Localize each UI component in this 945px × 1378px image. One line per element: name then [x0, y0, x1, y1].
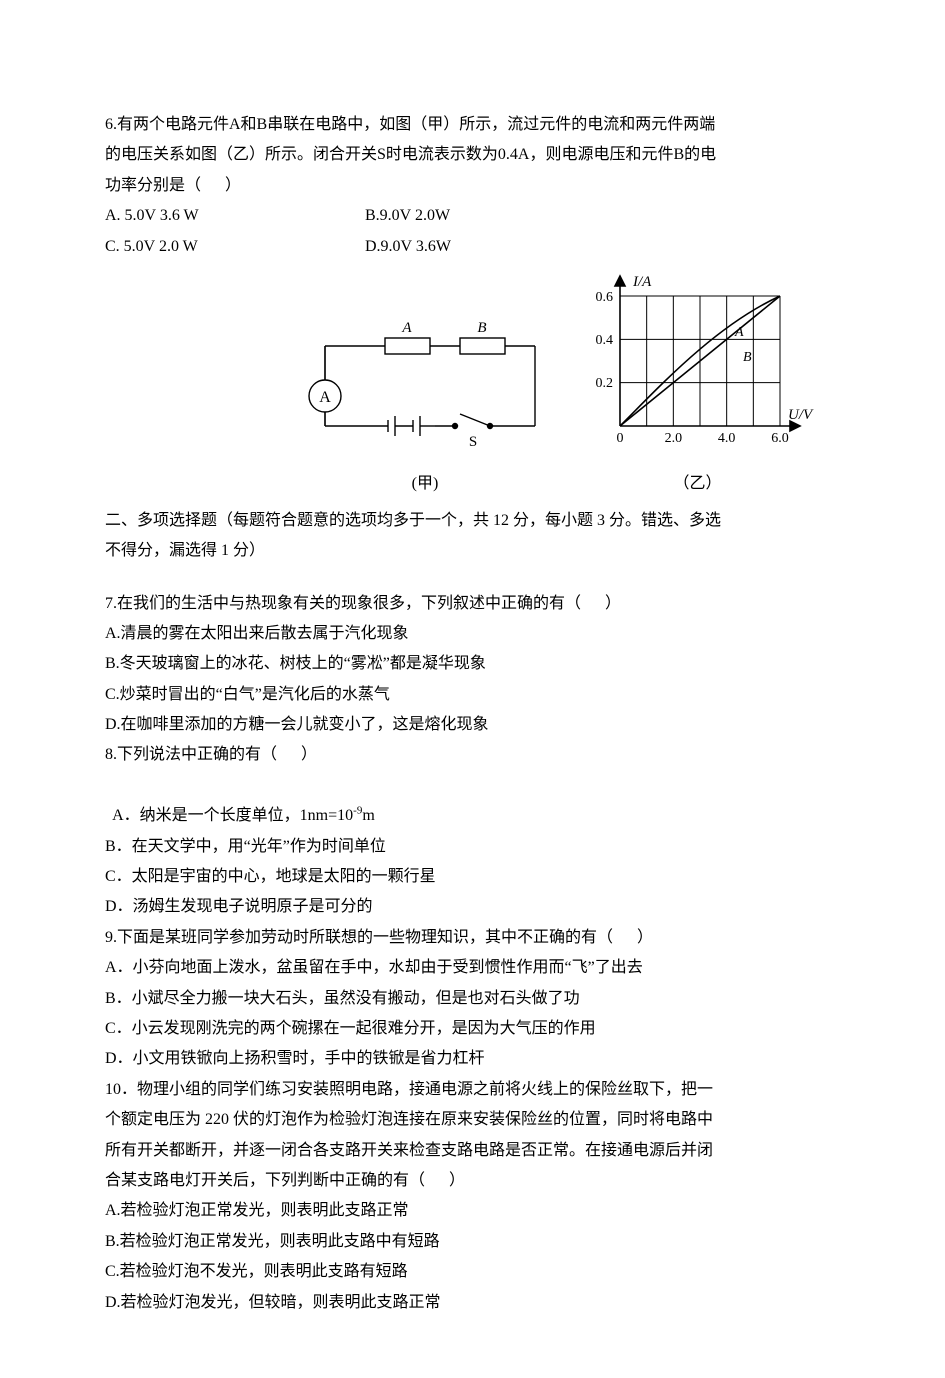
q10-stem-2: 个额定电压为 220 伏的灯泡作为检验灯泡连接在原来安装保险丝的位置，同时将电路… — [105, 1105, 855, 1135]
q7-stem: 7.在我们的生活中与热现象有关的现象很多，下列叙述中正确的有（ ） — [105, 589, 855, 619]
q6-stem-3: 功率分别是（ ） — [105, 171, 855, 201]
q7-opt-b: B.冬天玻璃窗上的冰花、树枝上的“雾凇”都是凝华现象 — [105, 649, 855, 679]
q6-opt-d: D.9.0V 3.6W — [365, 232, 451, 262]
q10-stem-4: 合某支路电灯开关后，下列判断中正确的有（ ） — [105, 1166, 855, 1196]
q8-opt-c: C．太阳是宇宙的中心，地球是太阳的一颗行星 — [105, 862, 855, 892]
ytick-0: 0.2 — [596, 376, 614, 391]
resistor-b-label: B — [477, 320, 486, 336]
curve-a-label: A — [734, 325, 744, 340]
q6-opt-c: C. 5.0V 2.0 W — [105, 232, 365, 262]
circuit-svg: A A B S — [295, 316, 555, 456]
switch-label: S — [469, 434, 477, 450]
q9-opt-c: C．小云发现刚洗完的两个碗摞在一起很难分开，是因为大气压的作用 — [105, 1014, 855, 1044]
q10-stem-3: 所有开关都断开，并逐一闭合各支路开关来检查支路电路是否正常。在接通电源后并闭 — [105, 1136, 855, 1166]
q8-opt-b: B．在天文学中，用“光年”作为时间单位 — [105, 832, 855, 862]
q8-opt-d: D．汤姆生发现电子说明原子是可分的 — [105, 892, 855, 922]
xtick-2: 4.0 — [718, 431, 736, 446]
q10-stem-1: 10．物理小组的同学们练习安装照明电路，接通电源之前将火线上的保险丝取下，把一 — [105, 1075, 855, 1105]
q9-opt-d: D．小文用铁锨向上扬积雪时，手中的铁锨是省力杠杆 — [105, 1044, 855, 1074]
q7-opt-a: A.清晨的雾在太阳出来后散去属于汽化现象 — [105, 619, 855, 649]
q10-opt-d: D.若检验灯泡发光，但较暗，则表明此支路正常 — [105, 1288, 855, 1318]
x-axis-label: U/V — [788, 407, 814, 423]
section2-heading-2: 不得分，漏选得 1 分） — [105, 536, 855, 566]
y-axis-label: I/A — [632, 274, 652, 290]
graph-svg: I/A U/V 0.2 0.4 0.6 0 2.0 4.0 6.0 A B — [575, 266, 820, 456]
ytick-1: 0.4 — [596, 333, 614, 348]
xtick-3: 6.0 — [771, 431, 789, 446]
q8-opt-a-post: m — [362, 807, 374, 824]
q6-figure-row: A A B S (甲) — [105, 266, 855, 500]
q9-stem: 9.下面是某班同学参加劳动时所联想的一些物理知识，其中不正确的有（ ） — [105, 923, 855, 953]
q6-options-row-1: A. 5.0V 3.6 W B.9.0V 2.0W — [105, 201, 855, 231]
graph-figure: I/A U/V 0.2 0.4 0.6 0 2.0 4.0 6.0 A B （乙… — [575, 266, 820, 500]
q10-opt-c: C.若检验灯泡不发光，则表明此支路有短路 — [105, 1257, 855, 1287]
xtick-0: 0 — [617, 431, 624, 446]
circuit-caption: (甲) — [295, 469, 555, 499]
q8-opt-a-pre: A．纳米是一个长度单位，1nm=10 — [112, 807, 353, 824]
q7-opt-c: C.炒菜时冒出的“白气”是汽化后的水蒸气 — [105, 680, 855, 710]
q6-opt-b: B.9.0V 2.0W — [365, 201, 450, 231]
q9-opt-a: A．小芬向地面上泼水，盆虽留在手中，水却由于受到惯性作用而“飞”了出去 — [105, 953, 855, 983]
graph-caption: （乙） — [575, 469, 820, 499]
xtick-1: 2.0 — [665, 431, 683, 446]
q10-opt-b: B.若检验灯泡正常发光，则表明此支路中有短路 — [105, 1227, 855, 1257]
spacer — [105, 567, 855, 589]
q7-opt-d: D.在咖啡里添加的方糖一会儿就变小了，这是熔化现象 — [105, 710, 855, 740]
resistor-a-label: A — [401, 320, 412, 336]
curve-b-label: B — [743, 350, 752, 365]
q8-opt-a: A．纳米是一个长度单位，1nm=10-9m — [105, 771, 855, 832]
q6-stem-2: 的电压关系如图（乙）所示。闭合开关S时电流表示数为0.4A，则电源电压和元件B的… — [105, 140, 855, 170]
q10-opt-a: A.若检验灯泡正常发光，则表明此支路正常 — [105, 1196, 855, 1226]
section2-heading-1: 二、多项选择题（每题符合题意的选项均多于一个，共 12 分，每小题 3 分。错选… — [105, 506, 855, 536]
circuit-figure: A A B S (甲) — [295, 316, 555, 500]
ammeter-label: A — [319, 389, 331, 406]
q9-opt-b: B．小斌尽全力搬一块大石头，虽然没有搬动，但是也对石头做了功 — [105, 984, 855, 1014]
q6-options-row-2: C. 5.0V 2.0 W D.9.0V 3.6W — [105, 232, 855, 262]
ytick-2: 0.6 — [596, 290, 614, 305]
q6-opt-a: A. 5.0V 3.6 W — [105, 201, 365, 231]
q8-opt-a-sup: -9 — [353, 805, 362, 817]
q8-stem: 8.下列说法中正确的有（ ） — [105, 740, 855, 770]
q6-stem-1: 6.有两个电路元件A和B串联在电路中，如图（甲）所示，流过元件的电流和两元件两端 — [105, 110, 855, 140]
